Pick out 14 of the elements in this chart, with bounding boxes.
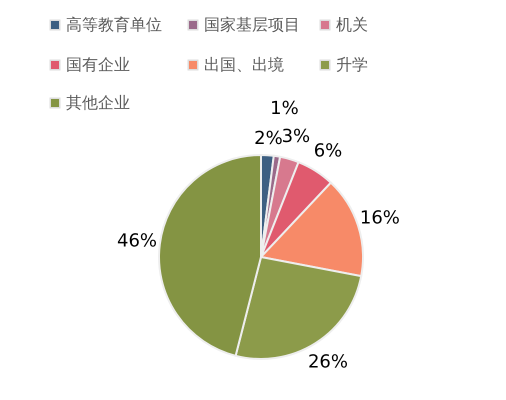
legend-label: 升学 — [336, 55, 368, 74]
data-label: 2% — [254, 128, 283, 150]
legend-label: 国有企业 — [66, 55, 130, 74]
data-label: 16% — [360, 207, 400, 228]
legend-label: 高等教育单位 — [66, 15, 162, 34]
legend-label: 其他企业 — [66, 93, 130, 112]
data-label: 26% — [308, 352, 348, 373]
data-label: 1% — [270, 98, 299, 119]
data-label: 6% — [314, 140, 342, 162]
legend-label: 出国、出境 — [204, 55, 284, 74]
legend-label: 国家基层项目 — [204, 15, 300, 34]
data-label: 3% — [282, 126, 310, 147]
data-label: 46% — [116, 230, 157, 252]
legend-label: 机关 — [336, 15, 368, 34]
